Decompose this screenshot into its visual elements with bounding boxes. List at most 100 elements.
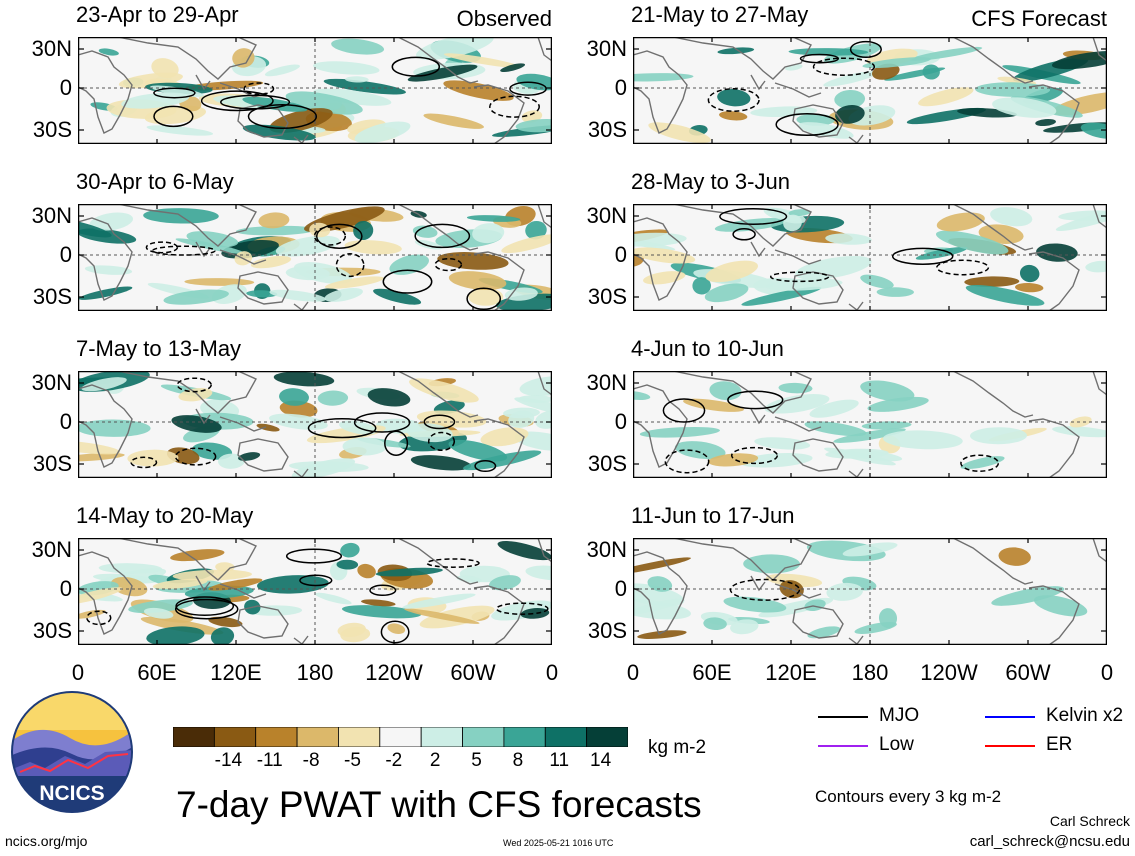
anomaly-shading bbox=[633, 232, 687, 247]
coastline bbox=[117, 538, 257, 581]
coastline bbox=[237, 271, 289, 305]
mjo-contour bbox=[145, 241, 179, 254]
coastline bbox=[117, 204, 257, 247]
anomaly-shading bbox=[709, 381, 742, 401]
colorbar-swatch bbox=[255, 727, 298, 747]
colorbar-swatch bbox=[420, 727, 463, 747]
mjo-contour bbox=[732, 228, 756, 241]
anomaly-shading bbox=[765, 278, 843, 291]
anomaly-shading bbox=[647, 576, 673, 592]
anomaly-shading bbox=[78, 419, 151, 437]
coastline bbox=[537, 538, 552, 563]
anomaly-shading bbox=[128, 599, 193, 614]
coastline bbox=[1028, 418, 1080, 478]
anomaly-shading bbox=[788, 209, 811, 217]
mjo-contour bbox=[243, 82, 275, 96]
anomaly-shading bbox=[336, 559, 359, 570]
anomaly-shading bbox=[519, 376, 552, 397]
anomaly-shading bbox=[98, 563, 163, 574]
x-tick-label: 120E bbox=[765, 660, 817, 685]
mjo-contour bbox=[315, 223, 363, 249]
anomaly-shading bbox=[407, 64, 478, 82]
mjo-contour bbox=[474, 459, 497, 473]
y-tick-label: 30S bbox=[587, 117, 627, 142]
timestamp: Wed 2025-05-21 1016 UTC bbox=[503, 838, 614, 848]
anomaly-shading bbox=[909, 46, 983, 61]
coastline bbox=[774, 249, 822, 265]
anomaly-shading bbox=[84, 265, 133, 275]
email[interactable]: carl_schreck@ncsu.edu bbox=[969, 833, 1130, 850]
anomaly-shading bbox=[242, 124, 316, 141]
pwat-map bbox=[78, 204, 552, 311]
colorbar-tick-label: -5 bbox=[344, 750, 361, 771]
coastline bbox=[633, 551, 688, 635]
pwat-map bbox=[78, 371, 552, 478]
coastline bbox=[1092, 538, 1107, 563]
panel-tag: CFS Forecast bbox=[971, 6, 1107, 31]
colorbar-tick-label: 11 bbox=[549, 750, 570, 771]
site-link[interactable]: ncics.org/mjo bbox=[5, 833, 88, 849]
coastline bbox=[750, 74, 766, 91]
anomaly-shading bbox=[860, 274, 894, 289]
anomaly-shading bbox=[798, 122, 854, 139]
y-tick-label: 30S bbox=[32, 451, 72, 476]
anomaly-shading bbox=[353, 220, 374, 241]
x-tick-label: 180 bbox=[296, 660, 334, 685]
anomaly-shading bbox=[444, 53, 521, 68]
anomaly-shading bbox=[250, 255, 292, 269]
anomaly-shading bbox=[416, 37, 494, 60]
anomaly-shading bbox=[118, 72, 183, 89]
anomaly-shading bbox=[674, 441, 726, 460]
y-tick-label: 30S bbox=[32, 284, 72, 309]
coastline bbox=[633, 384, 688, 468]
anomaly-shading bbox=[285, 91, 363, 115]
pwat-map bbox=[78, 37, 552, 144]
anomaly-shading bbox=[975, 82, 1051, 97]
anomaly-shading bbox=[273, 371, 335, 387]
mjo-contour bbox=[769, 271, 830, 283]
x-tick-label: 0 bbox=[1100, 660, 1114, 685]
anomaly-shading bbox=[146, 626, 205, 645]
anomaly-shading bbox=[344, 240, 402, 255]
anomaly-shading bbox=[1069, 416, 1092, 428]
anomaly-shading bbox=[152, 578, 208, 589]
coastline bbox=[792, 438, 844, 472]
anomaly-shading bbox=[918, 87, 974, 107]
anomaly-shading bbox=[1033, 595, 1088, 617]
coastline bbox=[633, 217, 688, 301]
x-tick-label: 60W bbox=[1005, 660, 1051, 685]
colorbar-tick-label: -2 bbox=[385, 750, 403, 771]
anomaly-shading bbox=[215, 562, 235, 572]
anomaly-shading bbox=[269, 108, 333, 133]
colorbar-tick-label: 14 bbox=[590, 750, 612, 771]
anomaly-shading bbox=[867, 396, 929, 412]
anomaly-shading bbox=[412, 225, 438, 238]
mjo-contour bbox=[86, 610, 112, 626]
colorbar-swatch bbox=[173, 727, 215, 747]
anomaly-shading bbox=[754, 437, 811, 450]
anomaly-shading bbox=[876, 287, 914, 297]
anomaly-shading bbox=[312, 88, 392, 106]
legend-label: MJO bbox=[879, 705, 920, 726]
mjo-contour bbox=[849, 40, 882, 58]
coastline bbox=[78, 217, 133, 301]
anomaly-shading bbox=[269, 413, 328, 430]
anomaly-shading bbox=[723, 596, 787, 613]
x-tick-label: 120W bbox=[920, 660, 978, 685]
coastline bbox=[774, 82, 822, 98]
y-tick-label: 0 bbox=[59, 75, 72, 100]
colorbar-swatch bbox=[462, 727, 505, 747]
y-tick-label: 0 bbox=[59, 242, 72, 267]
legend-label: ER bbox=[1046, 734, 1073, 755]
x-tick-label: 60W bbox=[450, 660, 496, 685]
coastline bbox=[774, 416, 822, 432]
anomaly-shading bbox=[184, 278, 255, 286]
anomaly-shading bbox=[990, 207, 1033, 227]
anomaly-shading bbox=[402, 593, 476, 609]
anomaly-shading bbox=[171, 415, 222, 433]
coastline bbox=[219, 249, 267, 265]
anomaly-shading bbox=[520, 607, 550, 619]
anomaly-shading bbox=[331, 38, 385, 55]
anomaly-shading bbox=[472, 223, 505, 244]
mjo-contour bbox=[707, 88, 760, 112]
